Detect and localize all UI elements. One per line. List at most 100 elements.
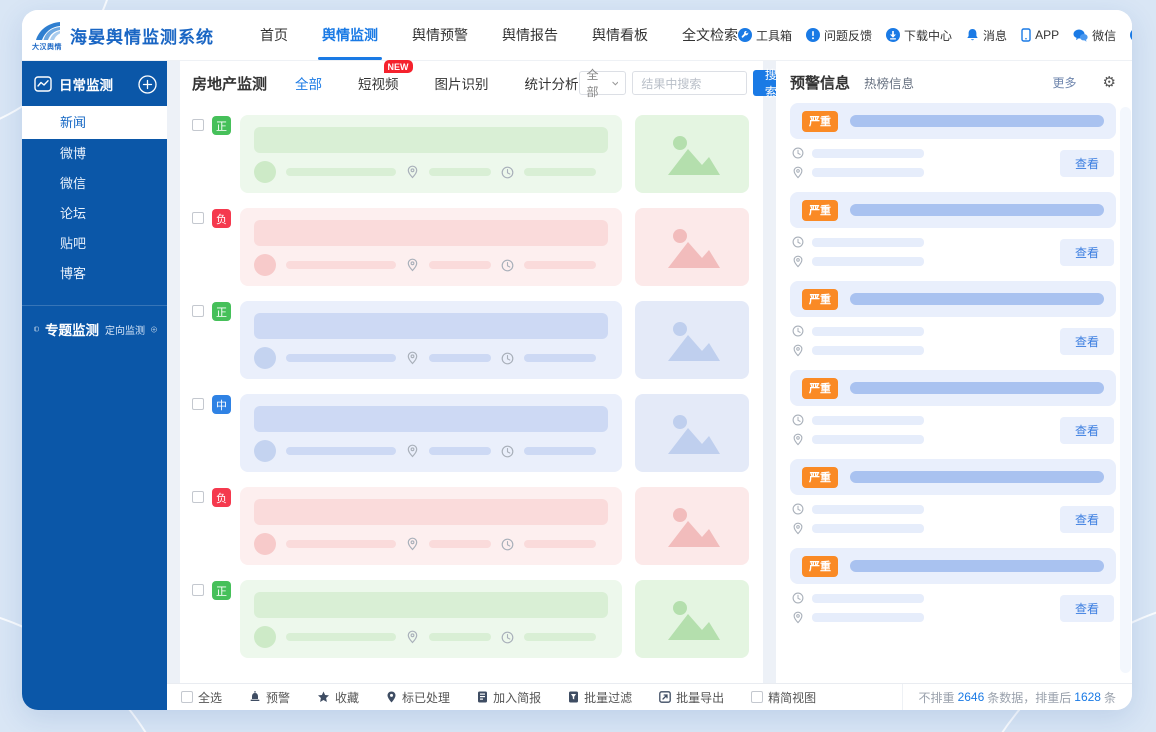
news-thumbnail[interactable]: [635, 487, 749, 565]
view-button[interactable]: 查看: [1059, 327, 1114, 355]
news-card[interactable]: [240, 580, 622, 658]
news-card[interactable]: [240, 301, 622, 379]
alert-headline-band[interactable]: 严重: [790, 370, 1116, 406]
news-meta-row: [254, 440, 596, 462]
tab-short-video[interactable]: 短视频 NEW: [358, 60, 413, 93]
star-icon: [318, 691, 330, 702]
source-placeholder: [286, 633, 396, 641]
add-to-briefing-button[interactable]: 加入简报: [477, 689, 541, 706]
batch-filter-button[interactable]: 批量过滤: [568, 689, 632, 706]
row-checkbox[interactable]: [192, 119, 204, 131]
clock-icon: [792, 414, 804, 426]
sidebar-item-blog[interactable]: 博客: [60, 266, 87, 281]
app-body: 日常监测 新闻 微博 微信 论坛 贴吧 博客 专题监测 定向监测 房地: [22, 60, 1132, 710]
row-checkbox[interactable]: [192, 584, 204, 596]
compact-view-control[interactable]: 精简视图: [751, 689, 816, 706]
nav-dashboard[interactable]: 舆情看板: [592, 27, 648, 43]
batch-export-button[interactable]: 批量导出: [659, 689, 724, 706]
alert-headline-band[interactable]: 严重: [790, 459, 1116, 495]
view-button[interactable]: 查看: [1059, 238, 1114, 266]
page-title: 房地产监测: [192, 75, 268, 93]
chevron-down-icon: [612, 81, 619, 85]
view-button[interactable]: 查看: [1059, 416, 1114, 444]
content-tabs: 全部 短视频 NEW 图片识别 统计分析: [295, 60, 579, 93]
app-button[interactable]: APP: [1021, 28, 1059, 42]
news-meta-row: [254, 533, 596, 555]
download-center-button[interactable]: 下载中心: [886, 27, 952, 44]
row-checkbox[interactable]: [192, 212, 204, 224]
gear-icon[interactable]: ⚙: [1102, 73, 1116, 91]
alert-headline-band[interactable]: 严重: [790, 192, 1116, 228]
clock-icon: [501, 352, 514, 364]
news-card[interactable]: [240, 394, 622, 472]
messages-button[interactable]: 消息: [966, 27, 1007, 44]
nav-monitoring[interactable]: 舆情监测: [318, 10, 382, 60]
alert-time-placeholder: [812, 504, 924, 514]
view-button[interactable]: 查看: [1059, 594, 1114, 622]
phone-app-icon: [1021, 28, 1031, 42]
toolbox-button[interactable]: 工具箱: [738, 27, 792, 44]
news-list-item: 负: [188, 480, 749, 573]
scrollbar-track[interactable]: [1120, 107, 1131, 673]
nav-alerts[interactable]: 舆情预警: [412, 27, 468, 43]
select-all-control[interactable]: 全选: [181, 689, 222, 706]
news-list-item: 负: [188, 201, 749, 294]
tab-all[interactable]: 全部: [295, 77, 323, 92]
alert-headline-band[interactable]: 严重: [790, 281, 1116, 317]
clock-icon: [501, 259, 514, 271]
row-checkbox[interactable]: [192, 305, 204, 317]
alert-headline-band[interactable]: 严重: [790, 103, 1116, 139]
search-scope-select[interactable]: 全部: [578, 68, 627, 99]
dedup-count: 1628: [1074, 690, 1101, 704]
alert-time-row: [792, 592, 1060, 604]
alerts-title-tab[interactable]: 预警信息: [790, 74, 851, 92]
row-checkbox[interactable]: [192, 491, 204, 503]
help-button[interactable]: ? 帮助: [1130, 27, 1132, 44]
view-button[interactable]: 查看: [1059, 149, 1114, 177]
news-thumbnail[interactable]: [635, 208, 749, 286]
sidebar-item-weibo[interactable]: 微博: [60, 146, 87, 161]
alert-location-row: [792, 522, 1060, 535]
toolbox-label: 工具箱: [756, 28, 793, 43]
favorite-button[interactable]: 收藏: [317, 689, 359, 706]
tab-image-recognition[interactable]: 图片识别: [434, 77, 489, 92]
news-thumbnail[interactable]: [635, 115, 749, 193]
alert-headline-band[interactable]: 严重: [790, 548, 1116, 584]
sidebar-item-forum[interactable]: 论坛: [60, 206, 87, 221]
alert-time-row: [792, 414, 1060, 426]
news-thumbnail[interactable]: [635, 580, 749, 658]
app-header: 大汉舆情 海晏舆情监测系统 首页 舆情监测 舆情预警 舆情报告 舆情看板 全文检…: [22, 10, 1132, 60]
view-button[interactable]: 查看: [1059, 505, 1114, 533]
wechat-button[interactable]: 微信: [1073, 27, 1116, 44]
news-thumbnail[interactable]: [635, 394, 749, 472]
topic-monitor-title[interactable]: 专题监测: [45, 323, 100, 338]
directional-monitor-label[interactable]: 定向监测: [105, 325, 146, 337]
news-meta-row: [254, 161, 596, 183]
news-card[interactable]: [240, 487, 622, 565]
results-search-input[interactable]: 结果中搜索: [632, 71, 747, 95]
sidebar-item-wechat[interactable]: 微信: [60, 176, 87, 191]
feedback-button[interactable]: 问题反馈: [806, 27, 872, 44]
nav-fulltext-search[interactable]: 全文检索: [682, 27, 738, 43]
select-all-checkbox[interactable]: [181, 691, 193, 703]
add-topic-monitor-icon[interactable]: [151, 320, 157, 339]
news-card[interactable]: [240, 115, 622, 193]
news-thumbnail[interactable]: [635, 301, 749, 379]
feedback-icon: [806, 28, 821, 42]
time-placeholder: [524, 633, 596, 641]
warn-button[interactable]: 预警: [249, 689, 290, 706]
nav-reports[interactable]: 舆情报告: [502, 27, 558, 43]
compact-view-checkbox[interactable]: [751, 691, 764, 703]
more-link[interactable]: 更多: [1052, 75, 1077, 90]
sidebar-item-news[interactable]: 新闻: [22, 106, 167, 139]
row-checkbox[interactable]: [192, 398, 204, 410]
add-daily-monitor-icon[interactable]: [138, 74, 157, 94]
tab-statistics[interactable]: 统计分析: [524, 77, 579, 92]
sidebar-item-tieba[interactable]: 贴吧: [60, 236, 87, 251]
sentiment-badge: 正: [212, 116, 231, 135]
nav-home[interactable]: 首页: [260, 27, 288, 43]
news-card[interactable]: [240, 208, 622, 286]
hot-list-tab[interactable]: 热榜信息: [864, 76, 915, 91]
location-pin-icon: [407, 258, 418, 272]
mark-processed-button[interactable]: 标已处理: [386, 689, 450, 706]
